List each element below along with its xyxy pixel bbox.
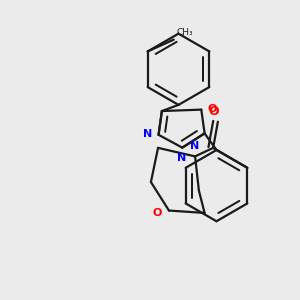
Text: N: N — [177, 153, 186, 163]
Text: N: N — [143, 129, 153, 139]
Text: CH₃: CH₃ — [176, 28, 193, 37]
Text: O: O — [153, 208, 162, 218]
Text: O: O — [207, 104, 216, 114]
Text: O: O — [209, 105, 219, 118]
Text: N: N — [190, 141, 200, 151]
